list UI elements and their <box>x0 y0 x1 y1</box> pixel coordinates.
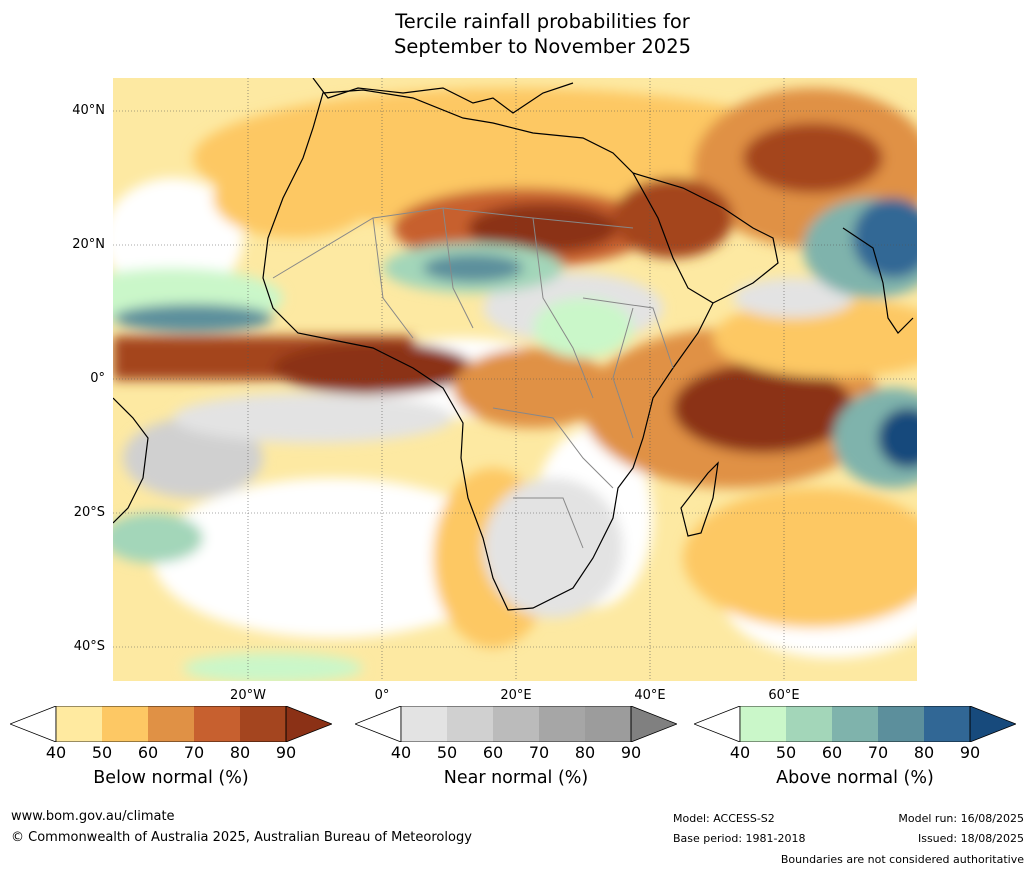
colorbar-below-svg <box>8 705 334 743</box>
colorbar-below-label: Below normal (%) <box>93 768 249 788</box>
colorbar-above-svg <box>692 705 1018 743</box>
colorbar-near-svg <box>353 705 679 743</box>
colorbar-tick: 90 <box>275 743 297 762</box>
title-line-1: Tercile rainfall probabilities for <box>395 10 690 33</box>
website-link[interactable]: www.bom.gov.au/climate <box>11 809 175 824</box>
lon-label-60e: 60°E <box>768 688 800 703</box>
lat-label-40s: 40°S <box>73 639 105 654</box>
colorbar-tick: 50 <box>436 743 458 762</box>
lon-label-40e: 40°E <box>634 688 666 703</box>
colorbar-tick: 90 <box>959 743 981 762</box>
probability-fields <box>113 88 917 681</box>
colorbar-above-swatch-3 <box>832 706 878 742</box>
base-period-text: Base period: 1981-2018 <box>673 832 806 845</box>
lon-label-0: 0° <box>374 688 390 703</box>
colorbar-above-swatch-2 <box>786 706 832 742</box>
map-svg <box>113 78 917 681</box>
lat-label-20s: 20°S <box>73 505 105 520</box>
model-run-text: Model run: 16/08/2025 <box>898 812 1024 825</box>
colorbar-near-swatch-4 <box>539 706 585 742</box>
colorbar-below-swatch-4 <box>194 706 240 742</box>
colorbar-tick: 50 <box>91 743 113 762</box>
lon-label-20e: 20°E <box>500 688 532 703</box>
colorbar-below-normal <box>8 705 334 743</box>
colorbar-tick: 70 <box>528 743 550 762</box>
colorbar-tick: 90 <box>620 743 642 762</box>
colorbar-tick: 80 <box>913 743 935 762</box>
model-text: Model: ACCESS-S2 <box>673 812 775 825</box>
borders <box>272 207 674 549</box>
copyright-text: © Commonwealth of Australia 2025, Austra… <box>11 830 472 845</box>
colorbar-above-normal <box>692 705 1018 743</box>
colorbar-near-tip <box>630 705 679 743</box>
colorbar-below-swatch-1 <box>56 706 102 742</box>
colorbar-near-swatch-3 <box>493 706 539 742</box>
colorbar-tick: 60 <box>821 743 843 762</box>
colorbar-tick: 50 <box>775 743 797 762</box>
colorbar-near-swatch-5 <box>585 706 631 742</box>
colorbar-tick: 40 <box>729 743 751 762</box>
colorbar-tick: 40 <box>45 743 67 762</box>
colorbar-tick: 70 <box>183 743 205 762</box>
issued-text: Issued: 18/08/2025 <box>917 832 1024 845</box>
title-line-2: September to November 2025 <box>393 35 692 58</box>
colorbar-above-swatch-4 <box>878 706 924 742</box>
colorbar-tick: 40 <box>390 743 412 762</box>
probability-map <box>113 78 917 681</box>
colorbar-near-normal <box>353 705 679 743</box>
colorbar-tick: 60 <box>137 743 159 762</box>
colorbar-below-swatch-3 <box>148 706 194 742</box>
colorbar-near-swatch-1 <box>401 706 447 742</box>
lat-label-40n: 40°N <box>72 103 105 118</box>
colorbar-tick: 80 <box>229 743 251 762</box>
colorbar-above-swatch-5 <box>924 706 970 742</box>
colorbar-above-swatch-1 <box>740 706 786 742</box>
colorbar-tick: 60 <box>482 743 504 762</box>
lat-label-0: 0° <box>90 371 105 386</box>
coastlines <box>113 78 914 611</box>
colorbar-above-label: Above normal (%) <box>776 768 934 788</box>
colorbar-tick: 80 <box>574 743 596 762</box>
colorbar-below-swatch-5 <box>240 706 286 742</box>
disclaimer-text: Boundaries are not considered authoritat… <box>780 853 1024 866</box>
colorbar-tick: 70 <box>867 743 889 762</box>
colorbar-below-swatch-2 <box>102 706 148 742</box>
lat-label-20n: 20°N <box>72 237 105 252</box>
colorbar-above-tip <box>969 705 1018 743</box>
colorbar-near-label: Near normal (%) <box>443 768 589 788</box>
colorbar-near-swatch-2 <box>447 706 493 742</box>
colorbar-below-tip <box>285 705 334 743</box>
lon-label-20w: 20°W <box>230 688 266 703</box>
map-title: Tercile rainfall probabilities for Septe… <box>0 9 1035 59</box>
